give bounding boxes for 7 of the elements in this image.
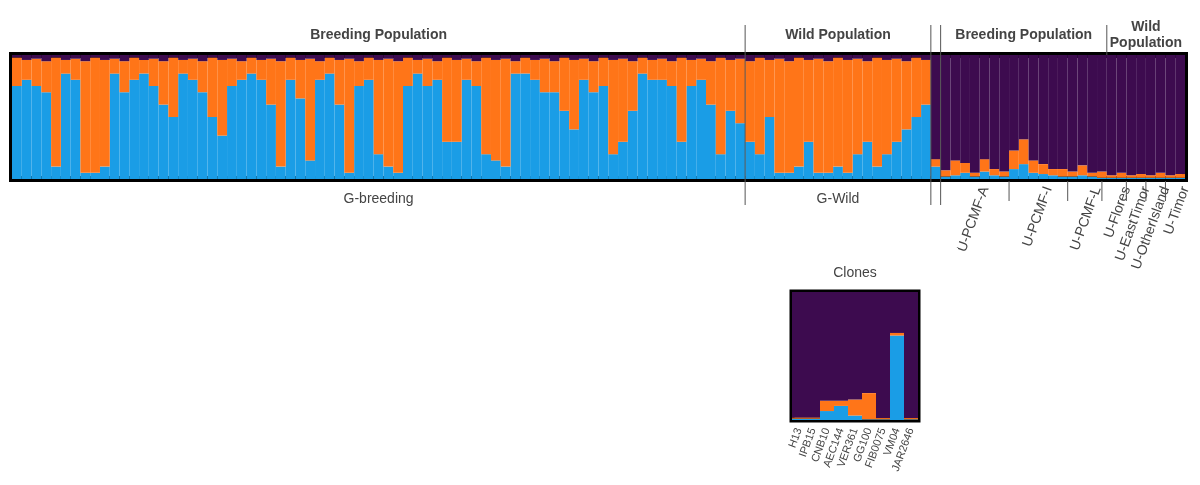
chart-title: Clones (833, 264, 877, 280)
text: Wild Population (785, 26, 891, 42)
text: Breeding Population (955, 26, 1093, 42)
text: G-breeding (343, 190, 414, 206)
text: Wild Population (1109, 18, 1183, 50)
text: G-Wild (816, 190, 860, 206)
text: Breeding Population (310, 26, 448, 42)
